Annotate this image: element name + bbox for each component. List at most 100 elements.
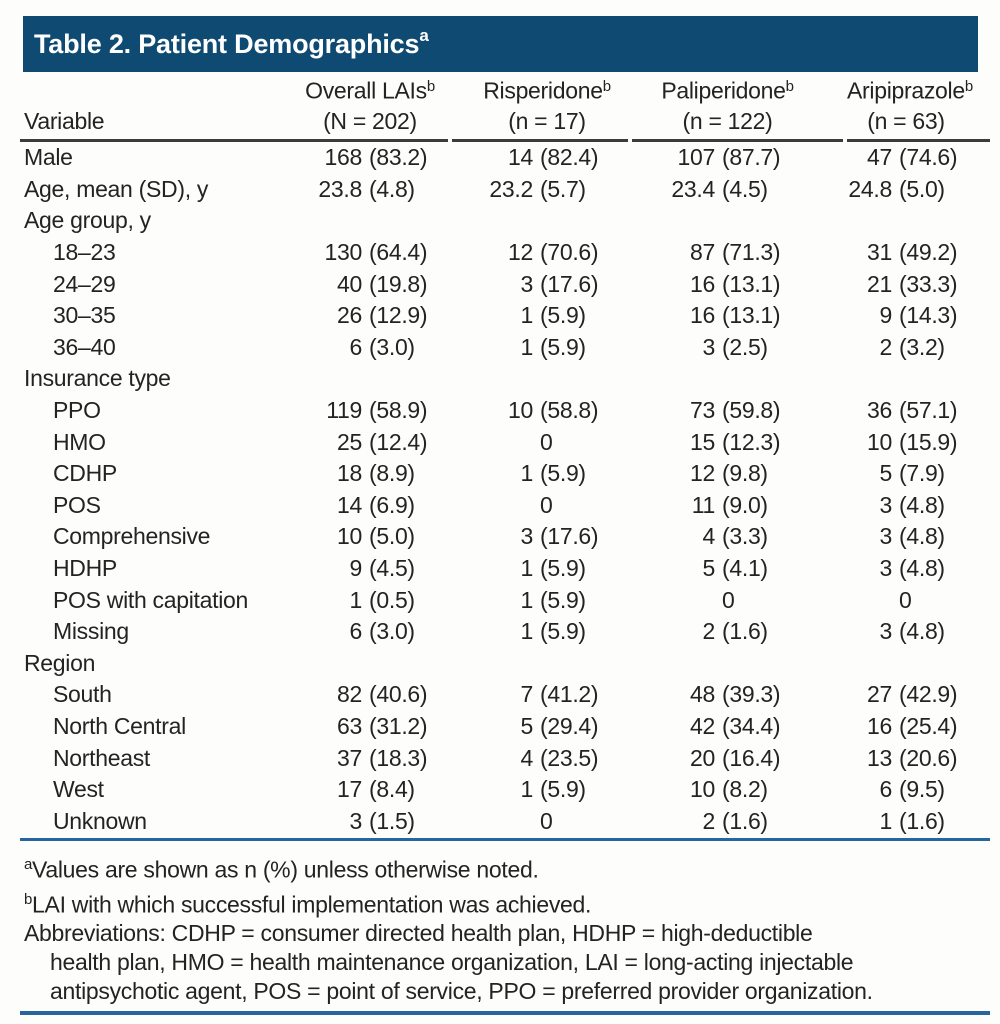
cell-n: 2 (702, 618, 716, 645)
cell-n: 7 (520, 681, 534, 708)
row-label: 30–35 (53, 302, 116, 329)
cell-pct: (41.2) (540, 681, 599, 708)
cell-value: 37 (18.3) (280, 742, 450, 774)
cell-pct: (8.4) (369, 776, 415, 803)
cell-pct: (9.5) (899, 776, 945, 803)
cell-n: 15 (690, 428, 715, 455)
cell-value: 5 (7.9) (845, 458, 990, 490)
cell-pct: (5.9) (540, 333, 586, 360)
row-label: North Central (53, 712, 186, 739)
cell-n: 12 (690, 460, 715, 487)
cell-n: 27 (867, 681, 892, 708)
cell-value (630, 648, 845, 680)
column-header-risperidone: Risperidoneb (n = 17) (452, 72, 628, 142)
cell-value: 6 (3.0) (280, 332, 450, 364)
cell-value: 5 (29.4) (450, 711, 630, 743)
cell-n: 130 (324, 239, 363, 266)
cell-n: 2 (879, 333, 893, 360)
cell-value: 73 (59.8) (630, 395, 845, 427)
cell-pct: (58.8) (540, 397, 599, 424)
cell-value: 0 (630, 584, 845, 616)
table-row: 24–29 40 (19.8) 3 (17.6) 16 (13.1) 21 (33.3) (20, 268, 990, 300)
cell-pct: (17.6) (540, 270, 599, 297)
cell-pct: (31.2) (369, 712, 428, 739)
cell-pct: (3.2) (899, 333, 945, 360)
cell-value: 0 (845, 584, 990, 616)
cell-n: 3 (879, 555, 893, 582)
cell-pct: (87.7) (722, 144, 781, 171)
table-row: HMO 25 (12.4) 0 15 (12.3) 10 (15.9) (20, 426, 990, 458)
cell-value (845, 363, 990, 395)
cell-n: 82 (337, 681, 362, 708)
cell-pct: (8.9) (369, 460, 415, 487)
cell-value: 1 (5.9) (450, 300, 630, 332)
cell-n: 1 (349, 586, 363, 613)
cell-pct: (5.7) (540, 175, 586, 202)
cell-value: 20 (16.4) (630, 742, 845, 774)
row-label: 36–40 (53, 333, 116, 360)
cell-value: 3 (4.8) (845, 616, 990, 648)
cell-value: 16 (13.1) (630, 300, 845, 332)
cell-n: 11 (691, 491, 716, 518)
cell-pct: (3.3) (722, 523, 768, 550)
cell-value: 0 (450, 490, 630, 522)
cell-pct: (17.6) (540, 523, 599, 550)
cell-value: 11 (9.0) (630, 490, 845, 522)
row-label: Age, mean (SD), y (24, 175, 209, 202)
cell-n: 10 (337, 523, 362, 550)
cell-value: 63 (31.2) (280, 711, 450, 743)
cell-n: 2 (702, 807, 716, 834)
cell-pct: (19.8) (369, 270, 428, 297)
cell-n: 168 (324, 144, 363, 171)
table-title-footnote-marker: a (419, 26, 429, 45)
cell-value: 1 (0.5) (280, 584, 450, 616)
cell-pct: (5.0) (899, 175, 945, 202)
cell-value: 9 (14.3) (845, 300, 990, 332)
cell-n: 3 (520, 523, 534, 550)
cell-value (845, 205, 990, 237)
cell-value: 1 (5.9) (450, 332, 630, 364)
cell-value: 7 (41.2) (450, 679, 630, 711)
cell-n: 3 (879, 618, 893, 645)
cell-value (450, 205, 630, 237)
cell-n: 1 (520, 555, 534, 582)
cell-n: 14 (337, 491, 362, 518)
cell-n: 25 (337, 428, 362, 455)
cell-pct: (4.5) (722, 175, 768, 202)
column-name: Paliperidoneb (661, 78, 794, 104)
cell-n: 63 (337, 712, 362, 739)
cell-n: 23.2 (489, 175, 533, 202)
cell-value: 0 (450, 426, 630, 458)
cell-n: 6 (349, 618, 363, 645)
column-header-variable: Variable (20, 72, 280, 142)
cell-value: 25 (12.4) (280, 426, 450, 458)
row-label: Comprehensive (53, 523, 211, 550)
cell-pct: (70.6) (540, 239, 599, 266)
cell-n: 16 (690, 270, 715, 297)
cell-n: 13 (867, 744, 892, 771)
cell-pct: (4.8) (899, 491, 945, 518)
row-label: PPO (53, 397, 101, 424)
cell-pct: (12.4) (369, 428, 428, 455)
cell-n: 36 (867, 397, 892, 424)
table-row: CDHP 18 (8.9) 1 (5.9) 12 (9.8) 5 (7.9) (20, 458, 990, 490)
cell-n: 3 (520, 270, 534, 297)
cell-n: 73 (690, 397, 715, 424)
cell-value: 23.2 (5.7) (450, 174, 630, 206)
column-count: (n = 17) (508, 108, 586, 134)
cell-n: 23.4 (671, 175, 715, 202)
cell-n: 37 (337, 744, 362, 771)
cell-value: 3 (17.6) (450, 268, 630, 300)
cell-pct: (12.9) (369, 302, 428, 329)
cell-n: 18 (337, 460, 362, 487)
cell-n: 47 (867, 144, 892, 171)
row-label: South (53, 681, 112, 708)
cell-pct: (1.6) (899, 807, 945, 834)
table-row: 30–35 26 (12.9) 1 (5.9) 16 (13.1) 9 (14.3) (20, 300, 990, 332)
footnote-a: aValues are shown as n (%) unless otherw… (20, 850, 990, 885)
cell-pct: (34.4) (722, 712, 781, 739)
table-row: Age group, y (20, 205, 990, 237)
cell-n: 6 (349, 333, 363, 360)
cell-value: 42 (34.4) (630, 711, 845, 743)
